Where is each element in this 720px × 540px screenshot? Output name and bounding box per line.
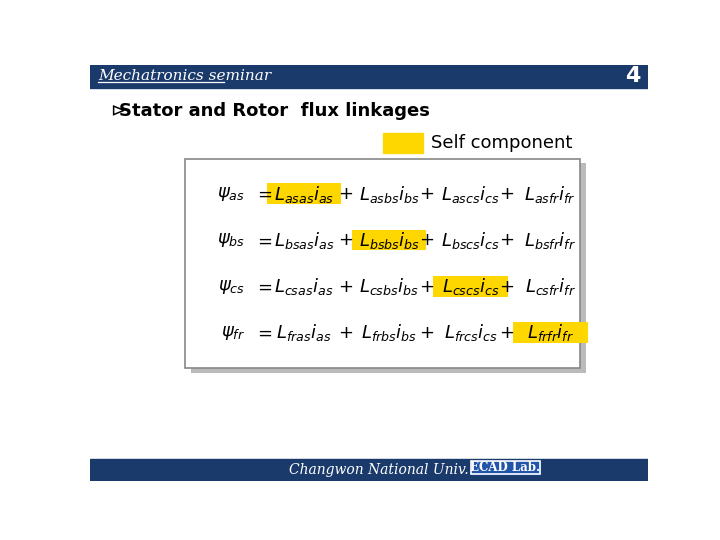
Text: $L_{asas}i_{as}$: $L_{asas}i_{as}$ xyxy=(274,184,334,205)
Bar xyxy=(184,159,580,368)
Text: $+$: $+$ xyxy=(499,278,514,295)
Bar xyxy=(383,132,423,153)
Text: $+$: $+$ xyxy=(499,185,514,203)
Text: $=$: $=$ xyxy=(254,185,273,203)
Bar xyxy=(90,65,648,88)
Bar xyxy=(472,461,539,474)
Text: $+$: $+$ xyxy=(419,231,434,249)
Text: $L_{bsbs}i_{bs}$: $L_{bsbs}i_{bs}$ xyxy=(359,230,420,251)
Text: Self component: Self component xyxy=(431,133,572,152)
Text: $L_{bscs}i_{cs}$: $L_{bscs}i_{cs}$ xyxy=(441,230,500,251)
Text: ECAD Lab.: ECAD Lab. xyxy=(470,461,541,474)
Bar xyxy=(266,184,341,204)
Text: $+$: $+$ xyxy=(338,185,353,203)
Text: Stator and Rotor  flux linkages: Stator and Rotor flux linkages xyxy=(120,102,431,120)
Text: $=$: $=$ xyxy=(254,231,273,249)
Bar xyxy=(352,230,426,251)
Text: $+$: $+$ xyxy=(338,278,353,295)
Text: $L_{bsfr}i_{fr}$: $L_{bsfr}i_{fr}$ xyxy=(524,230,576,251)
Text: $L_{fras}i_{as}$: $L_{fras}i_{as}$ xyxy=(276,322,332,343)
Text: $\psi_{fr}$: $\psi_{fr}$ xyxy=(221,324,245,342)
Text: $+$: $+$ xyxy=(419,324,434,342)
Text: $L_{cscs}i_{cs}$: $L_{cscs}i_{cs}$ xyxy=(441,276,500,297)
Text: $L_{csfr}i_{fr}$: $L_{csfr}i_{fr}$ xyxy=(525,276,576,297)
Bar xyxy=(472,461,539,474)
Bar xyxy=(191,164,586,373)
Text: $L_{ascs}i_{cs}$: $L_{ascs}i_{cs}$ xyxy=(441,184,500,205)
Text: 4: 4 xyxy=(625,66,640,86)
Text: $L_{frbs}i_{bs}$: $L_{frbs}i_{bs}$ xyxy=(361,322,417,343)
Text: $\psi_{bs}$: $\psi_{bs}$ xyxy=(217,231,245,249)
Text: $L_{asfr}i_{fr}$: $L_{asfr}i_{fr}$ xyxy=(524,184,576,205)
Text: $=$: $=$ xyxy=(254,278,273,295)
Bar xyxy=(90,459,648,481)
Text: $L_{csas}i_{as}$: $L_{csas}i_{as}$ xyxy=(274,276,333,297)
Text: Changwon National Univ.: Changwon National Univ. xyxy=(289,463,468,477)
Text: $+$: $+$ xyxy=(499,231,514,249)
Text: $\psi_{cs}$: $\psi_{cs}$ xyxy=(218,278,245,295)
Text: $L_{frfr}i_{fr}$: $L_{frfr}i_{fr}$ xyxy=(527,322,574,343)
Text: $+$: $+$ xyxy=(419,278,434,295)
Text: $L_{bsas}i_{as}$: $L_{bsas}i_{as}$ xyxy=(274,230,334,251)
Text: $L_{csbs}i_{bs}$: $L_{csbs}i_{bs}$ xyxy=(359,276,419,297)
Text: $L_{frcs}i_{cs}$: $L_{frcs}i_{cs}$ xyxy=(444,322,498,343)
Bar xyxy=(433,276,508,296)
Text: $+$: $+$ xyxy=(338,324,353,342)
Bar xyxy=(513,322,588,343)
Text: $+$: $+$ xyxy=(499,324,514,342)
Text: $L_{asbs}i_{bs}$: $L_{asbs}i_{bs}$ xyxy=(359,184,420,205)
Text: $=$: $=$ xyxy=(254,324,273,342)
Text: $+$: $+$ xyxy=(419,185,434,203)
Text: $+$: $+$ xyxy=(338,231,353,249)
Text: $\psi_{as}$: $\psi_{as}$ xyxy=(217,185,245,203)
Text: Mechatronics seminar: Mechatronics seminar xyxy=(98,69,271,83)
Text: $\vartriangleright$: $\vartriangleright$ xyxy=(107,102,126,120)
